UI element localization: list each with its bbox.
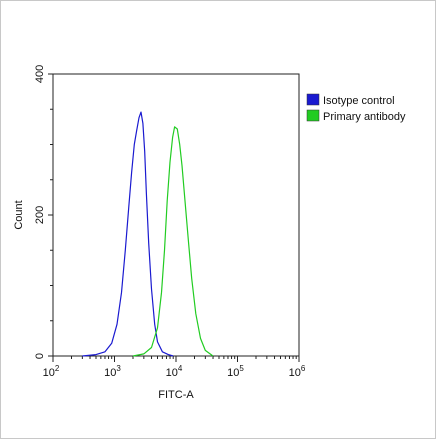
legend: Isotype control Primary antibody [306, 93, 406, 123]
y-axis: 0 200 400 [34, 65, 53, 359]
x-tick-label: 106 [289, 364, 306, 379]
legend-swatch [306, 93, 320, 106]
y-tick-label: 0 [34, 353, 46, 359]
x-tick-exponent: 6 [301, 364, 306, 373]
legend-label: Isotype control [323, 95, 395, 107]
x-tick-label: 103 [104, 364, 121, 379]
x-tick-label: 105 [227, 364, 244, 379]
x-tick-exponent: 3 [116, 364, 121, 373]
plot-area-border [52, 73, 300, 357]
y-tick-label: 200 [34, 206, 46, 224]
x-tick-base: 10 [166, 367, 178, 379]
x-axis: 102 103 104 105 106 [43, 356, 306, 379]
x-tick-base: 10 [43, 367, 55, 379]
series-line-primary-antibody [132, 126, 214, 357]
x-tick-exponent: 5 [239, 364, 244, 373]
legend-label: Primary antibody [323, 111, 406, 123]
legend-swatch [306, 109, 320, 122]
x-tick-base: 10 [104, 367, 116, 379]
y-axis-title: Count [13, 200, 25, 229]
x-axis-title: FITC-A [158, 389, 194, 401]
x-tick-exponent: 2 [55, 364, 60, 373]
x-tick-label: 102 [43, 364, 60, 379]
y-tick-label: 400 [34, 65, 46, 83]
series-curves [82, 111, 214, 357]
x-tick-base: 10 [227, 367, 239, 379]
x-tick-exponent: 4 [178, 364, 183, 373]
series-line-isotype-control [82, 111, 174, 357]
x-tick-label: 104 [166, 364, 183, 379]
x-tick-base: 10 [289, 367, 301, 379]
